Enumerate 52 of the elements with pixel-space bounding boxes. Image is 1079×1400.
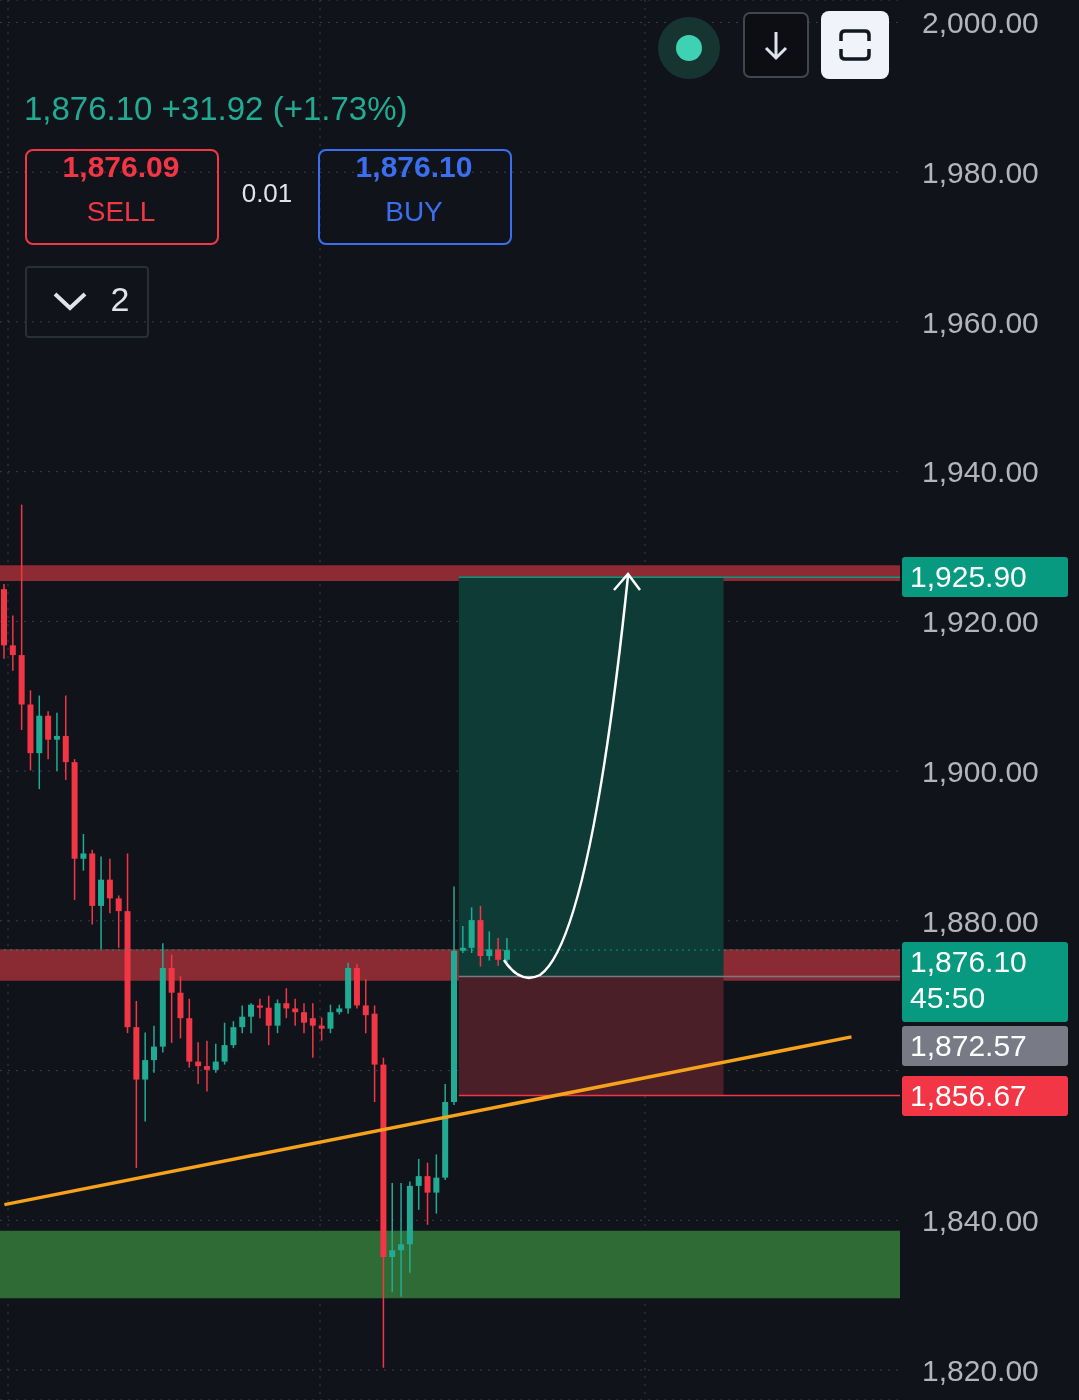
candlestick xyxy=(486,930,493,962)
candlestick xyxy=(415,1158,422,1211)
candlestick xyxy=(106,857,113,915)
candlestick xyxy=(256,997,263,1019)
y-tick-label: 1,820.00 xyxy=(922,1353,1039,1387)
y-tick-label: 1,960.00 xyxy=(922,305,1039,339)
candlestick xyxy=(424,1161,431,1226)
candlestick xyxy=(362,978,369,1034)
candlestick xyxy=(248,1002,255,1034)
y-tick-label: 1,880.00 xyxy=(922,904,1039,938)
candlestick xyxy=(203,1039,210,1093)
candlestick xyxy=(318,1016,325,1042)
candlestick xyxy=(301,1002,307,1034)
candlestick xyxy=(274,998,281,1034)
candlestick xyxy=(292,997,299,1027)
ref-line-label: 1,876.10 45:50 xyxy=(902,942,1068,1023)
candlestick xyxy=(495,937,502,967)
candlestick xyxy=(9,614,16,672)
candlestick xyxy=(230,1020,237,1049)
annotation: 2 xyxy=(109,280,131,319)
candlestick xyxy=(398,1182,405,1298)
text: 1,876.10 +31.92 (+1.73%) xyxy=(24,90,408,128)
annotation: SELL xyxy=(85,196,157,228)
y-tick-label: 2,000.00 xyxy=(922,6,1039,40)
candlestick xyxy=(212,1042,219,1074)
candlestick xyxy=(80,833,87,872)
candlestick xyxy=(151,1024,157,1074)
annotation: 0.01 xyxy=(240,178,294,209)
ref-line-label: 1,856.67 xyxy=(902,1075,1068,1116)
candlestick xyxy=(503,937,510,964)
candlestick xyxy=(309,1002,316,1059)
y-tick-label: 1,980.00 xyxy=(922,155,1039,189)
candlestick xyxy=(142,1031,149,1123)
y-tick-label: 1,840.00 xyxy=(922,1203,1039,1237)
candlestick xyxy=(239,1004,246,1034)
candlestick xyxy=(327,1003,334,1034)
annotation: 1,876.10 xyxy=(354,150,474,184)
candlestick xyxy=(389,1182,396,1293)
candlestick xyxy=(53,711,60,772)
candlestick xyxy=(283,987,290,1019)
candlestick xyxy=(221,1021,228,1066)
ref-line-label: 1,872.57 xyxy=(902,1026,1068,1067)
annotation: BUY xyxy=(384,196,444,228)
candlestick xyxy=(433,1153,440,1215)
y-tick-label: 1,920.00 xyxy=(922,605,1039,639)
candlestick xyxy=(265,994,272,1046)
candlestick xyxy=(115,894,122,949)
y-tick-label: 1,900.00 xyxy=(922,754,1039,788)
y-tick-label: 1,940.00 xyxy=(922,455,1039,489)
ref-line-label: 1,925.90 xyxy=(902,557,1068,598)
annotation: 1,876.09 xyxy=(61,150,181,184)
candlestick xyxy=(45,710,52,760)
